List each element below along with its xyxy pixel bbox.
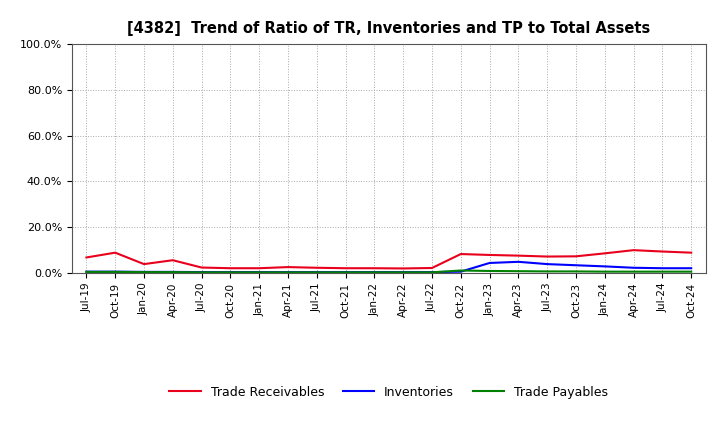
Trade Payables bbox=[168, 269, 177, 275]
Trade Receivables bbox=[168, 257, 177, 263]
Inventories bbox=[485, 260, 494, 266]
Line: Trade Payables: Trade Payables bbox=[86, 271, 691, 272]
Inventories bbox=[226, 269, 235, 275]
Trade Receivables bbox=[255, 266, 264, 271]
Trade Payables bbox=[140, 269, 148, 275]
Trade Receivables bbox=[543, 254, 552, 259]
Trade Payables bbox=[543, 269, 552, 274]
Trade Payables bbox=[197, 270, 206, 275]
Trade Receivables bbox=[399, 266, 408, 271]
Inventories bbox=[428, 269, 436, 275]
Trade Payables bbox=[687, 269, 696, 274]
Inventories bbox=[255, 269, 264, 275]
Trade Payables bbox=[456, 268, 465, 273]
Inventories bbox=[284, 269, 292, 275]
Inventories bbox=[514, 259, 523, 264]
Trade Payables bbox=[600, 269, 609, 274]
Trade Receivables bbox=[600, 251, 609, 256]
Trade Receivables bbox=[687, 250, 696, 255]
Inventories bbox=[399, 269, 408, 275]
Trade Payables bbox=[658, 269, 667, 274]
Inventories bbox=[600, 264, 609, 269]
Trade Payables bbox=[485, 268, 494, 274]
Line: Inventories: Inventories bbox=[86, 262, 691, 272]
Trade Receivables bbox=[140, 261, 148, 267]
Trade Receivables bbox=[82, 255, 91, 260]
Inventories bbox=[543, 261, 552, 267]
Trade Payables bbox=[572, 269, 580, 274]
Trade Receivables bbox=[572, 254, 580, 259]
Inventories bbox=[687, 266, 696, 271]
Inventories bbox=[140, 269, 148, 275]
Inventories bbox=[312, 269, 321, 275]
Trade Payables bbox=[428, 270, 436, 275]
Trade Receivables bbox=[658, 249, 667, 254]
Trade Payables bbox=[255, 270, 264, 275]
Line: Trade Receivables: Trade Receivables bbox=[86, 250, 691, 268]
Trade Receivables bbox=[226, 266, 235, 271]
Inventories bbox=[456, 269, 465, 274]
Trade Receivables bbox=[312, 265, 321, 271]
Trade Payables bbox=[226, 270, 235, 275]
Trade Receivables bbox=[197, 265, 206, 270]
Inventories bbox=[197, 269, 206, 275]
Inventories bbox=[572, 263, 580, 268]
Inventories bbox=[168, 269, 177, 275]
Title: [4382]  Trend of Ratio of TR, Inventories and TP to Total Assets: [4382] Trend of Ratio of TR, Inventories… bbox=[127, 21, 650, 36]
Trade Payables bbox=[312, 270, 321, 275]
Inventories bbox=[658, 266, 667, 271]
Trade Receivables bbox=[341, 266, 350, 271]
Inventories bbox=[629, 265, 638, 271]
Trade Payables bbox=[370, 270, 379, 275]
Trade Payables bbox=[341, 270, 350, 275]
Trade Receivables bbox=[284, 264, 292, 270]
Trade Receivables bbox=[514, 253, 523, 258]
Trade Payables bbox=[514, 268, 523, 274]
Trade Payables bbox=[82, 269, 91, 275]
Trade Payables bbox=[111, 269, 120, 275]
Trade Receivables bbox=[370, 266, 379, 271]
Trade Payables bbox=[399, 270, 408, 275]
Inventories bbox=[111, 269, 120, 274]
Trade Receivables bbox=[629, 248, 638, 253]
Trade Receivables bbox=[428, 265, 436, 271]
Inventories bbox=[341, 269, 350, 275]
Trade Receivables bbox=[485, 252, 494, 257]
Trade Payables bbox=[629, 269, 638, 274]
Inventories bbox=[370, 269, 379, 275]
Legend: Trade Receivables, Inventories, Trade Payables: Trade Receivables, Inventories, Trade Pa… bbox=[164, 381, 613, 404]
Trade Receivables bbox=[111, 250, 120, 255]
Trade Payables bbox=[284, 270, 292, 275]
Trade Receivables bbox=[456, 251, 465, 257]
Inventories bbox=[82, 269, 91, 274]
